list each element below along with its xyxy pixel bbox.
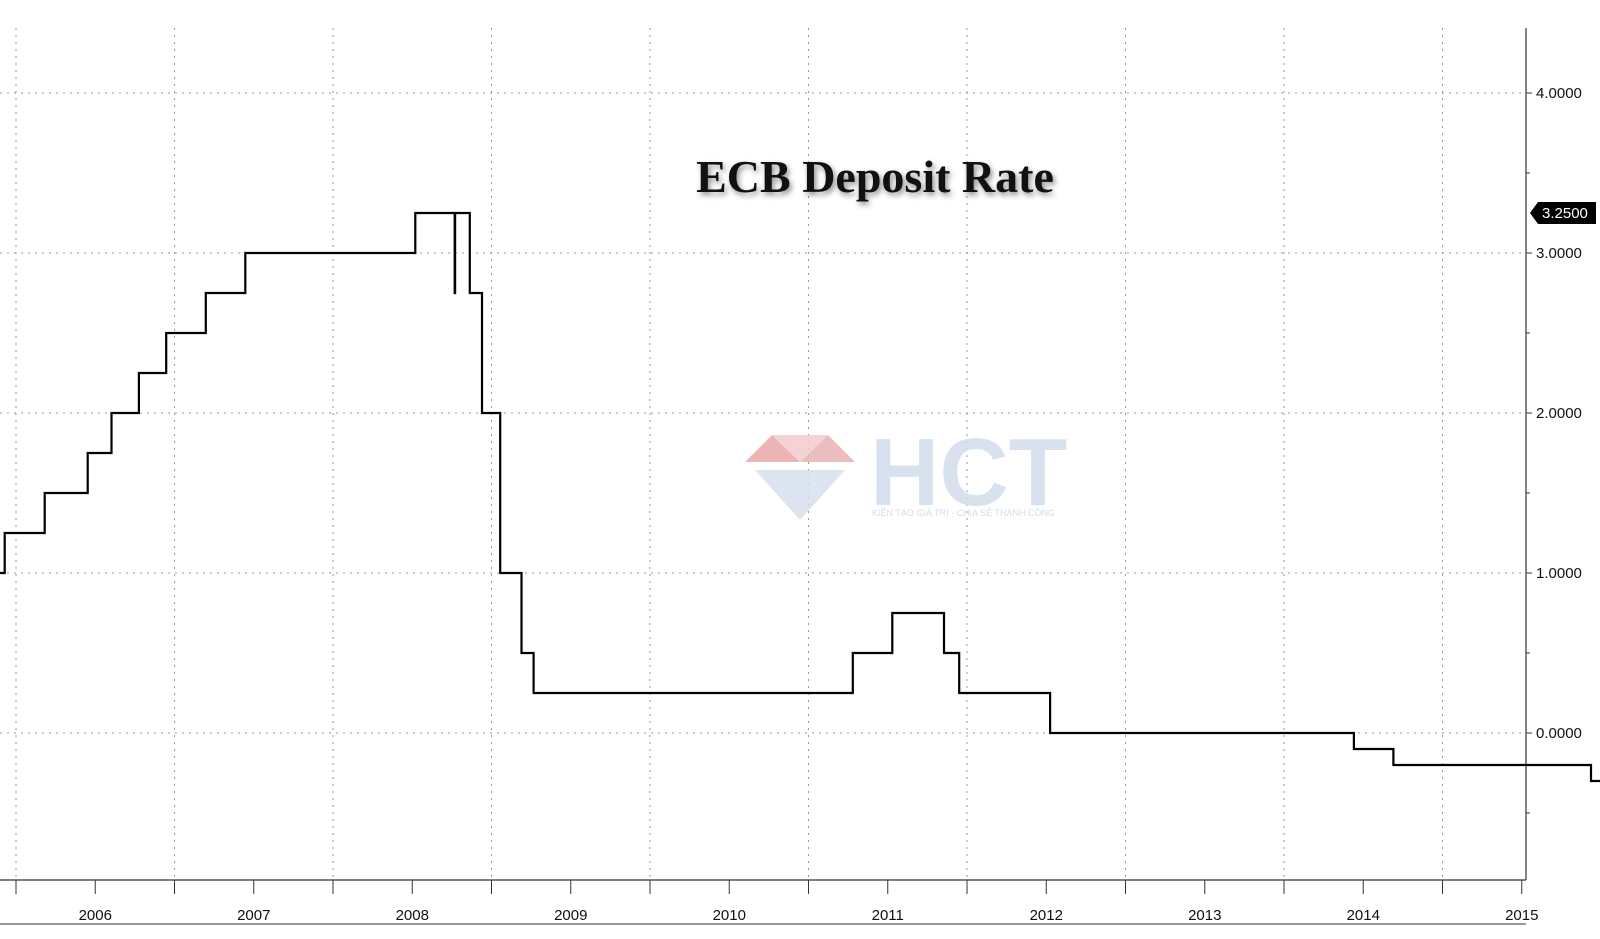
x-tick-label: 2007 bbox=[237, 907, 270, 924]
x-tick-label: 2012 bbox=[1030, 907, 1063, 924]
x-tick-label: 2008 bbox=[396, 907, 429, 924]
x-tick-label: 2011 bbox=[872, 907, 904, 924]
y-tick-label: 0.0000 bbox=[1536, 725, 1582, 742]
y-tick-label: 1.0000 bbox=[1536, 565, 1582, 582]
x-tick-label: 2014 bbox=[1347, 907, 1380, 924]
x-tick-label: 2015 bbox=[1505, 907, 1538, 924]
watermark-logo: HCT KIẾN TẠO GIÁ TRỊ - CHIA SẺ THÀNH CÔN… bbox=[745, 419, 1067, 526]
x-tick-label: 2010 bbox=[713, 907, 746, 924]
chart-title: ECB Deposit Rate bbox=[696, 151, 1054, 202]
last-value-label: 3.2500 bbox=[1530, 202, 1596, 224]
y-tick-label: 3.0000 bbox=[1536, 245, 1582, 262]
y-ticks: 4.0000 3.0000 2.0000 1.0000 0.0000 bbox=[1526, 85, 1582, 814]
x-tick-label: 2009 bbox=[554, 907, 587, 924]
x-ticks: 2006 2007 2008 2009 2010 2011 2012 2013 2014 2015… bbox=[15, 880, 1538, 924]
watermark-brand: HCT bbox=[870, 419, 1067, 526]
horizontal-gridlines bbox=[0, 92, 1526, 734]
y-tick-label: 2.0000 bbox=[1536, 405, 1582, 422]
watermark-diamond-top bbox=[772, 435, 828, 462]
series-line bbox=[0, 211, 1600, 783]
last-value-label-bg bbox=[1530, 202, 1596, 224]
x-tick-label: 2013 bbox=[1188, 907, 1221, 924]
watermark-diamond-right bbox=[800, 435, 855, 462]
last-value-label-text: 3.2500 bbox=[1542, 205, 1588, 222]
vertical-gridlines bbox=[15, 28, 1443, 880]
y-tick-label: 4.0000 bbox=[1536, 85, 1582, 102]
watermark-diamond-bottom bbox=[755, 470, 845, 520]
x-tick-label: 2006 bbox=[79, 907, 112, 924]
watermark-tagline: KIẾN TẠO GIÁ TRỊ - CHIA SẺ THÀNH CÔNG bbox=[872, 507, 1055, 518]
watermark-diamond-left bbox=[745, 435, 800, 462]
